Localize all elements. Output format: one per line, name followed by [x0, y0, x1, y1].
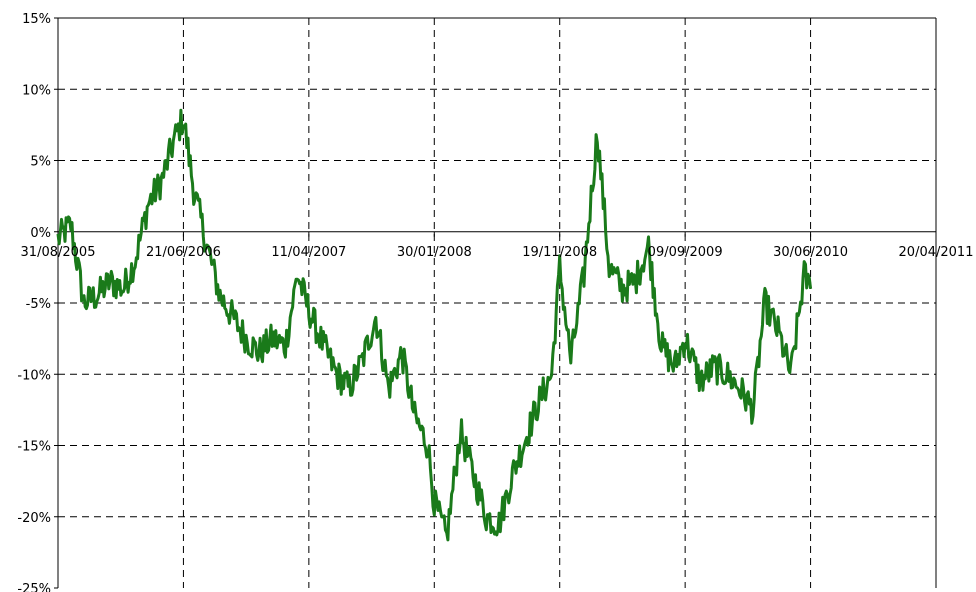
y-tick-label: 10%	[22, 83, 51, 98]
y-tick-label: 0%	[30, 226, 51, 241]
grid-lines	[58, 18, 936, 588]
y-tick-label: -15%	[17, 440, 51, 455]
y-tick-label: -10%	[17, 368, 51, 383]
x-tick-label: 30/01/2008	[397, 245, 472, 260]
x-tick-labels: 31/08/2005 21/06/2006 11/04/2007 30/01/2008…	[21, 245, 974, 260]
x-tick-label: 30/06/2010	[773, 245, 848, 260]
x-tick-label: 21/06/2006	[146, 245, 221, 260]
x-tick-label: 19/11/2008	[522, 245, 597, 260]
x-tick-label: 09/09/2009	[648, 245, 723, 260]
series-line	[56, 108, 813, 542]
x-tick-label: 31/08/2005	[21, 245, 96, 260]
x-tick-label: 11/04/2007	[271, 245, 346, 260]
y-tick-label: -20%	[17, 511, 51, 526]
y-tick-label: -25%	[17, 582, 51, 592]
x-tick-label: 20/04/2011	[899, 245, 974, 260]
y-tick-label: -5%	[26, 297, 51, 312]
y-tick-labels: 15% 10% 5% 0% -5% -10% -15% -20% -25%	[17, 12, 51, 592]
y-tick-label: 5%	[30, 155, 51, 170]
y-tick-label: 15%	[22, 12, 51, 27]
series-line-group	[56, 108, 813, 542]
